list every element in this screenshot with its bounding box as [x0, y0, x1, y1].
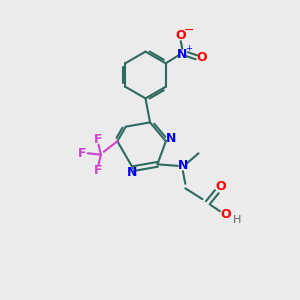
Text: N: N: [178, 159, 188, 172]
Text: N: N: [166, 132, 176, 145]
Text: F: F: [78, 147, 86, 160]
Text: O: O: [220, 208, 231, 220]
Text: N: N: [127, 166, 137, 179]
Text: H: H: [232, 215, 241, 225]
Text: N: N: [177, 48, 188, 61]
Text: O: O: [215, 180, 226, 193]
Text: F: F: [94, 133, 103, 146]
Text: O: O: [196, 51, 207, 64]
Text: +: +: [185, 44, 192, 53]
Text: F: F: [94, 164, 103, 177]
Text: O: O: [176, 29, 186, 42]
Text: −: −: [184, 24, 194, 37]
